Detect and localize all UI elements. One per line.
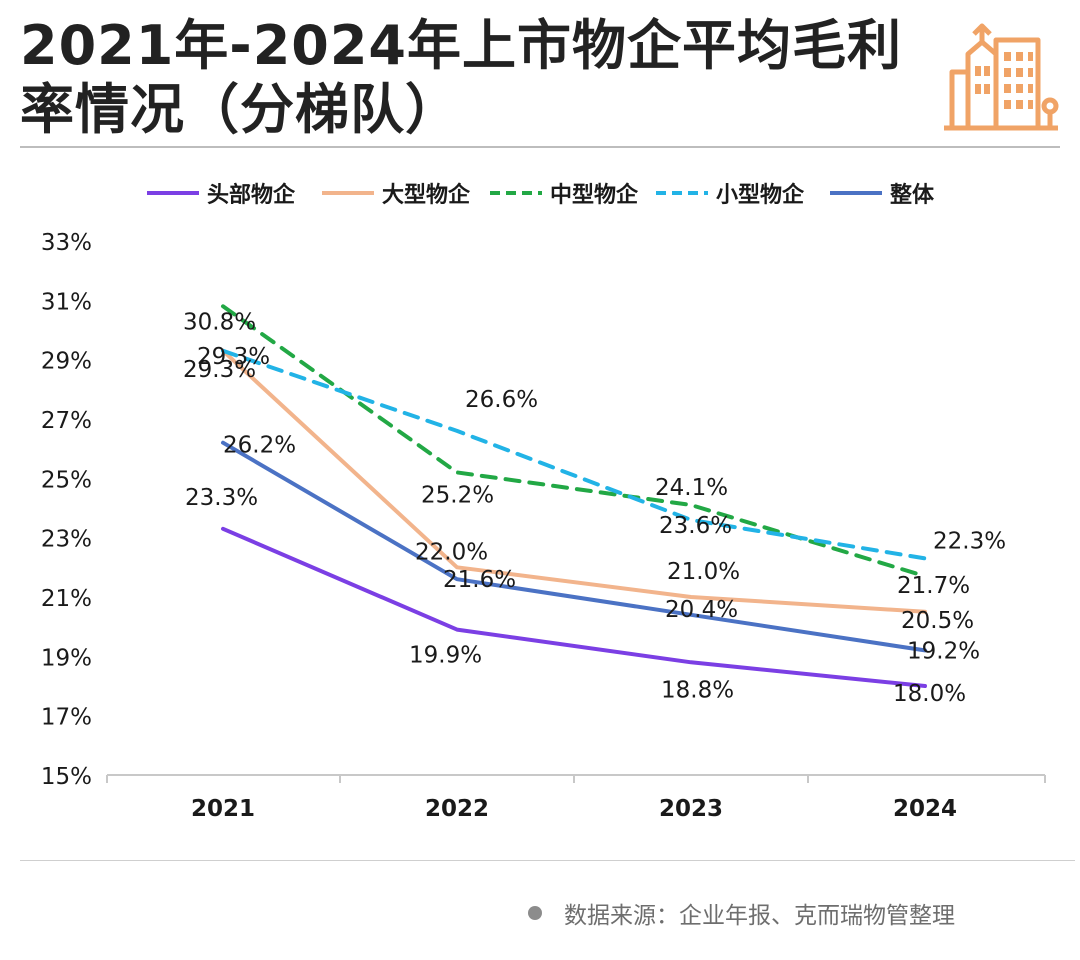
y-tick-label: 17%	[41, 705, 92, 731]
data-label: 21.6%	[443, 567, 516, 593]
data-label: 21.0%	[667, 559, 740, 585]
legend-label: 整体	[890, 182, 935, 208]
y-tick-label: 27%	[41, 408, 92, 434]
series-line	[221, 526, 927, 688]
data-label: 20.4%	[665, 597, 738, 623]
data-label: 29.3%	[183, 357, 256, 383]
series-line	[221, 348, 927, 614]
data-label: 29.3%	[197, 344, 270, 370]
series-line	[221, 440, 927, 653]
x-tick-label: 2021	[191, 796, 255, 822]
data-label: 24.1%	[655, 475, 728, 501]
footer-divider	[20, 860, 1075, 861]
line-chart: 15% 17% 19% 21% 23% 25% 27% 29% 31% 33% 2021 2022 20…	[41, 182, 1046, 822]
data-label: 18.0%	[893, 681, 966, 707]
x-tick-label: 2022	[425, 796, 489, 822]
series-line	[221, 348, 927, 561]
title-divider	[20, 146, 1060, 148]
y-tick-label: 31%	[41, 289, 92, 315]
y-tick-label: 25%	[41, 467, 92, 493]
x-tick-label: 2024	[893, 796, 957, 822]
data-label: 20.5%	[901, 608, 974, 634]
y-tick-label: 21%	[41, 586, 92, 612]
data-label: 23.3%	[185, 485, 258, 511]
data-label: 21.7%	[897, 573, 970, 599]
data-label: 19.9%	[409, 643, 482, 669]
series-line	[221, 304, 927, 579]
legend-label: 小型物企	[716, 182, 805, 208]
y-tick-label: 15%	[41, 764, 92, 790]
legend-label: 头部物企	[207, 182, 296, 208]
source-text: 数据来源：企业年报、克而瑞物管整理	[564, 903, 955, 929]
source-note: 数据来源：企业年报、克而瑞物管整理	[528, 896, 955, 930]
y-tick-label: 23%	[41, 527, 92, 553]
legend-label: 中型物企	[550, 182, 639, 208]
data-label: 19.2%	[907, 638, 980, 664]
data-label: 26.2%	[223, 433, 296, 459]
bullet-icon	[528, 906, 542, 920]
data-label: 18.8%	[661, 677, 734, 703]
data-label: 22.3%	[933, 528, 1006, 554]
data-label: 22.0%	[415, 539, 488, 565]
data-label: 25.2%	[421, 482, 494, 508]
legend-label: 大型物企	[382, 182, 471, 208]
y-tick-label: 29%	[41, 349, 92, 375]
data-label: 23.6%	[659, 513, 732, 539]
data-label: 26.6%	[465, 387, 538, 413]
x-tick-label: 2023	[659, 796, 723, 822]
y-tick-label: 33%	[41, 230, 92, 256]
buildings-logo-icon	[944, 23, 1059, 131]
data-label: 30.8%	[183, 309, 256, 335]
y-tick-label: 19%	[41, 645, 92, 671]
page-title: 2021年-2024年上市物企平均毛利率情况（分梯队）	[20, 14, 902, 141]
